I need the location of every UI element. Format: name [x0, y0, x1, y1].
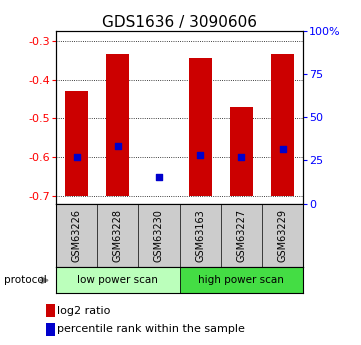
Bar	[46, 304, 56, 317]
Text: log2 ratio: log2 ratio	[57, 306, 110, 315]
Bar	[106, 54, 129, 196]
Point	[239, 154, 244, 160]
Point	[197, 153, 203, 158]
Text: GSM63226: GSM63226	[71, 209, 82, 262]
Bar	[56, 267, 180, 293]
Text: percentile rank within the sample: percentile rank within the sample	[57, 325, 245, 334]
Point	[156, 175, 162, 180]
Text: protocol: protocol	[4, 275, 46, 285]
Text: GSM63227: GSM63227	[236, 209, 247, 262]
Text: GSM63229: GSM63229	[278, 209, 288, 262]
Point	[115, 144, 121, 149]
Point	[74, 154, 79, 160]
Text: high power scan: high power scan	[199, 275, 284, 285]
Bar	[271, 54, 294, 196]
Bar	[65, 91, 88, 196]
Bar	[230, 107, 253, 196]
Bar	[180, 267, 303, 293]
Text: GSM63230: GSM63230	[154, 209, 164, 262]
Text: GSM63228: GSM63228	[113, 209, 123, 262]
Bar	[46, 324, 56, 335]
Bar	[189, 58, 212, 196]
Text: GSM63163: GSM63163	[195, 209, 205, 262]
Title: GDS1636 / 3090606: GDS1636 / 3090606	[102, 15, 257, 30]
Point	[280, 147, 286, 152]
Text: low power scan: low power scan	[77, 275, 158, 285]
